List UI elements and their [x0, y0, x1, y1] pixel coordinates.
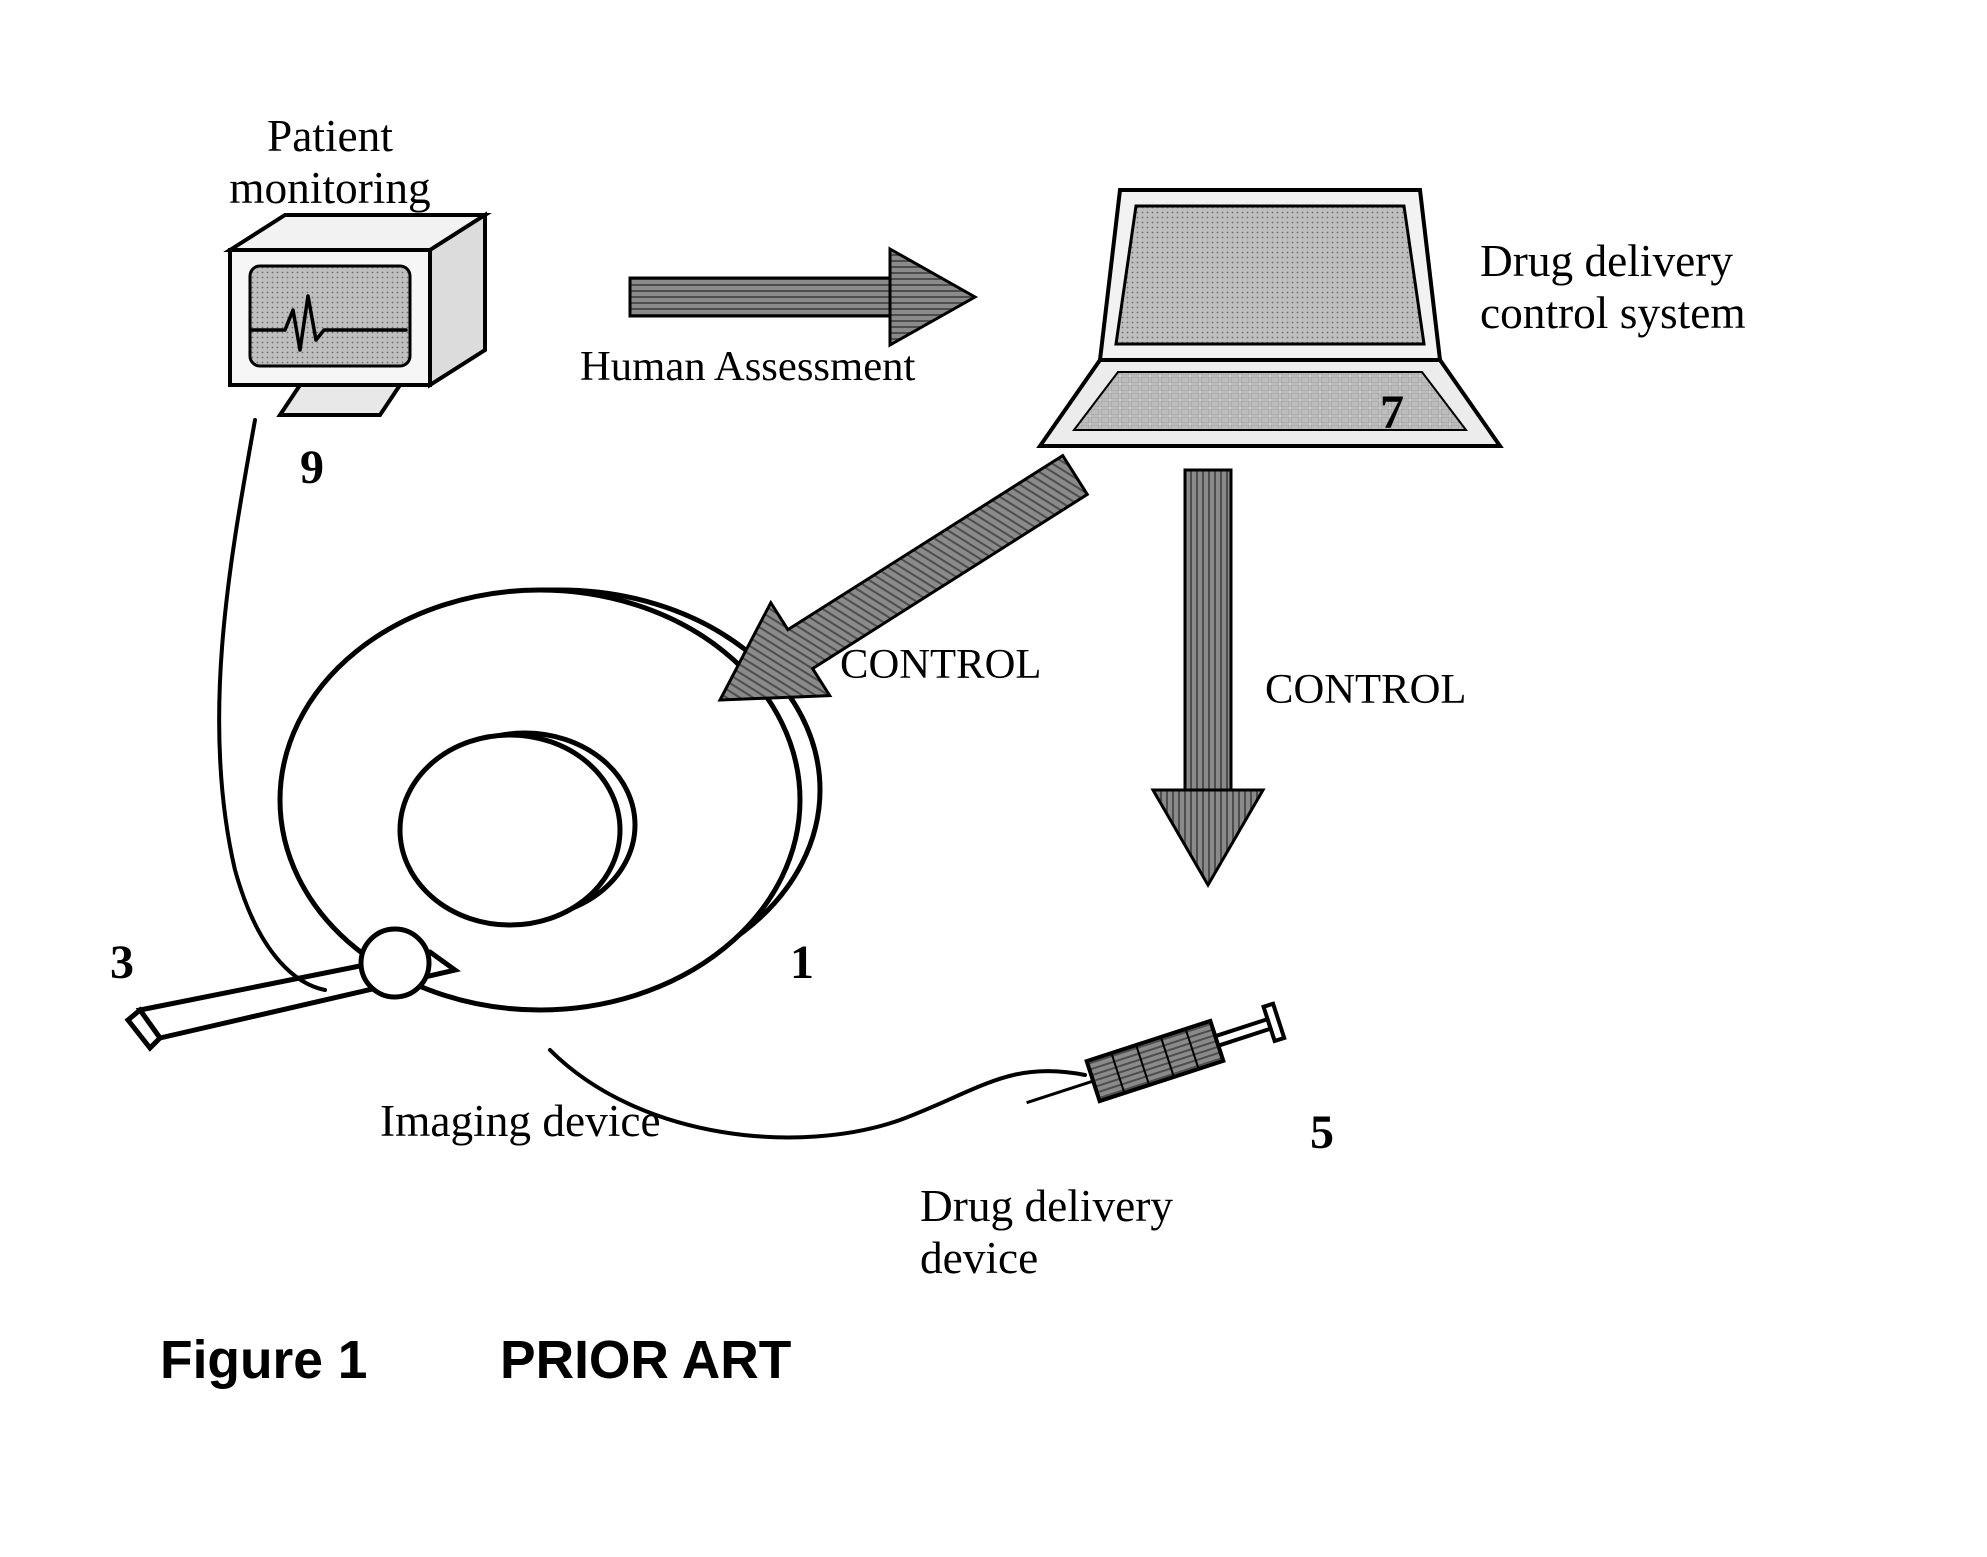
label-control-1: CONTROL	[840, 640, 1041, 689]
laptop-icon	[1040, 190, 1500, 446]
label-patient-monitoring: Patient monitoring	[229, 110, 430, 214]
refnum-5: 5	[1310, 1105, 1334, 1160]
label-drug-control-system: Drug delivery control system	[1480, 235, 1746, 339]
label-drug-delivery-device: Drug delivery device	[920, 1180, 1173, 1284]
label-control-2: CONTROL	[1265, 665, 1466, 714]
refnum-7: 7	[1380, 385, 1404, 440]
figure-number: Figure 1	[160, 1330, 367, 1391]
patient-monitor-icon	[230, 215, 485, 415]
refnum-3: 3	[110, 935, 134, 990]
syringe-icon	[1020, 1001, 1285, 1123]
refnum-1: 1	[790, 935, 814, 990]
label-human-assessment: Human Assessment	[580, 342, 915, 391]
prior-art-label: PRIOR ART	[500, 1330, 791, 1391]
diagram-svg	[0, 0, 1987, 1557]
label-imaging-device: Imaging device	[380, 1095, 661, 1147]
mri-scanner-icon	[128, 590, 820, 1048]
refnum-9: 9	[300, 440, 324, 495]
